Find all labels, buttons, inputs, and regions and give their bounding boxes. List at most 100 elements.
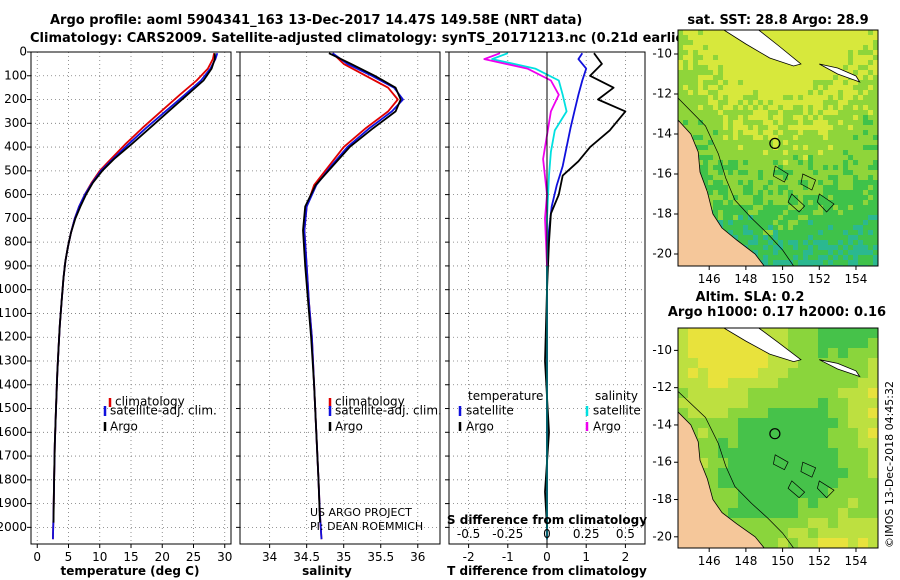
map-cell <box>808 328 819 339</box>
map-cell <box>858 528 869 539</box>
map-cell <box>788 205 794 211</box>
map-cell <box>828 398 839 409</box>
map-cell <box>768 80 774 86</box>
map-cell <box>873 260 878 266</box>
map-cell <box>698 130 704 136</box>
map-cell <box>723 110 729 116</box>
map-cell <box>853 60 859 66</box>
map-cell <box>758 150 764 156</box>
map-cell <box>853 145 859 151</box>
map-cell <box>718 165 724 171</box>
map-cell <box>858 75 864 81</box>
map-cell <box>808 518 819 529</box>
credit-pi: PI: DEAN ROEMMICH <box>310 520 423 533</box>
ytick-9: 900 <box>4 258 27 272</box>
map-cell <box>863 200 869 206</box>
map-cell <box>863 35 869 41</box>
map-cell <box>763 100 769 106</box>
map-cell <box>808 85 814 91</box>
map-cell <box>718 90 724 96</box>
map-cell <box>748 428 759 439</box>
map-cell <box>713 80 719 86</box>
map-cell <box>793 165 799 171</box>
map-cell <box>778 200 784 206</box>
map-cell <box>743 155 749 161</box>
map-cell <box>753 250 759 256</box>
map-cell <box>758 125 764 131</box>
map-cell <box>793 245 799 251</box>
map-cell <box>718 180 724 186</box>
map-cell <box>703 130 709 136</box>
map-cell <box>763 125 769 131</box>
map-cell <box>773 200 779 206</box>
map-cell <box>738 120 744 126</box>
map-cell <box>738 210 744 216</box>
map-cell <box>728 210 734 216</box>
map-cell <box>708 155 714 161</box>
map-cell <box>858 225 864 231</box>
map-cell <box>823 120 829 126</box>
map-cell <box>798 50 804 56</box>
map-cell <box>723 105 729 111</box>
map-cell <box>823 140 829 146</box>
map-cell <box>768 120 774 126</box>
map-cell <box>688 388 699 399</box>
map-cell <box>838 55 844 61</box>
map-cell <box>848 528 859 539</box>
map-cell <box>713 155 719 161</box>
map-cell <box>853 235 859 241</box>
map-cell <box>868 368 878 379</box>
map-cell <box>778 328 789 339</box>
map-cell <box>828 260 834 266</box>
map-cell <box>868 80 874 86</box>
map-cell <box>823 50 829 56</box>
map-cell <box>868 358 878 369</box>
map-cell <box>723 140 729 146</box>
map-cell <box>768 388 779 399</box>
map-cell <box>708 170 714 176</box>
map-cell <box>778 358 789 369</box>
map-cell <box>708 200 714 206</box>
map-cell <box>863 185 869 191</box>
map-cell <box>848 30 854 36</box>
map-cell <box>843 50 849 56</box>
map-cell <box>823 130 829 136</box>
map-cell <box>678 100 684 106</box>
map-cell <box>823 40 829 46</box>
map-cell <box>788 448 799 459</box>
map-cell <box>808 35 814 41</box>
map-cell <box>738 145 744 151</box>
map-cell <box>763 140 769 146</box>
map-cell <box>828 90 834 96</box>
map-cell <box>688 125 694 131</box>
map-cell <box>733 175 739 181</box>
map-cell <box>803 225 809 231</box>
map-cell <box>703 90 709 96</box>
map-cell <box>783 40 789 46</box>
map-cell <box>818 528 829 539</box>
map-cell <box>698 95 704 101</box>
map-cell <box>708 145 714 151</box>
map-cell <box>868 488 878 499</box>
map-cell <box>813 250 819 256</box>
map-cell <box>873 210 878 216</box>
map-cell <box>718 205 724 211</box>
map-cell <box>853 55 859 61</box>
map-cell <box>873 200 878 206</box>
map-cell <box>738 195 744 201</box>
p1-xtick-6: 30 <box>217 550 232 564</box>
map-cell <box>833 210 839 216</box>
map-cell <box>848 90 854 96</box>
map-cell <box>818 125 824 131</box>
map-cell <box>768 60 774 66</box>
map-cell <box>713 200 719 206</box>
map-cell <box>703 165 709 171</box>
map-cell <box>693 40 699 46</box>
map-cell <box>778 538 789 548</box>
map-cell <box>678 110 684 116</box>
map-cell <box>698 160 704 166</box>
map-cell <box>838 215 844 221</box>
map-cell <box>688 35 694 41</box>
map-cell <box>848 338 859 349</box>
map-cell <box>748 115 754 121</box>
